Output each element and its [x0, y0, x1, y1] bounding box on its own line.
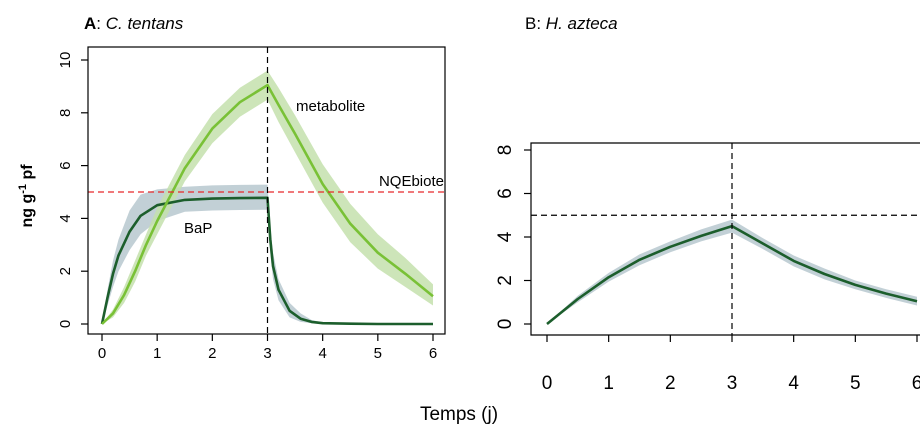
panel-b-bands	[547, 219, 917, 324]
panel-a-lines	[100, 83, 434, 326]
panel-b-ytick-label: 6	[495, 188, 516, 199]
panel-a-frame	[87, 46, 446, 335]
panel-a-xaxis: 0 1 2 3 4 5 6	[98, 334, 437, 362]
panel-b-ytick-label: 2	[495, 275, 516, 286]
panel-b-yaxis: 0 2 4 6 8	[495, 145, 531, 330]
panel-a-letter: A	[84, 14, 96, 33]
panel-a-xtick-label: 3	[263, 345, 271, 362]
panel-b-letter: B	[525, 14, 536, 33]
panel-a-xtick-label: 0	[98, 345, 106, 362]
panel-b-xtick-label: 5	[850, 373, 861, 394]
panel-a-sep: :	[96, 14, 105, 33]
metabolite-label: metabolite	[296, 98, 365, 115]
panel-b-band-0	[547, 219, 917, 324]
panel-b-xaxis: 0 1 2 3 4 5 6	[542, 335, 920, 394]
panel-a-ytick-label: 0	[57, 320, 74, 328]
panel-a-series-line-0	[100, 196, 433, 326]
panel-a-ytick-label: 4	[57, 214, 74, 222]
panel-a-ytick-label: 10	[57, 52, 74, 69]
panel-a-threshold-label: NQEbiote	[379, 173, 444, 190]
panel-b-xtick-label: 6	[912, 373, 920, 394]
panel-a-ytick-label: 8	[57, 109, 74, 117]
panel-a-xtick-label: 2	[208, 345, 216, 362]
panel-b-xtick-label: 0	[542, 373, 553, 394]
panel-b-title: B: H. azteca	[525, 14, 618, 33]
panel-b-sep: :	[536, 14, 545, 33]
panel-b-ytick-label: 4	[495, 231, 516, 242]
panel-a-ylabel: ng g-1 pf	[17, 164, 36, 228]
panel-b-ytick-label: 8	[495, 145, 516, 156]
panel-a-ytick-label: 6	[57, 161, 74, 169]
panel-a-xtick-label: 4	[318, 345, 326, 362]
panel-a-species: C. tentans	[106, 14, 184, 33]
panel-a-series-line-1	[101, 83, 434, 325]
bap-label: BaP	[184, 220, 212, 237]
panel-a-xtick-label: 1	[153, 345, 161, 362]
panel-b-xtick-label: 3	[727, 373, 738, 394]
panel-a-yaxis: 0 2 4 6 8 10	[57, 52, 88, 328]
panel-b-ytick-label: 0	[495, 319, 516, 330]
panel-a-ylabel-sup: -1	[17, 184, 29, 194]
x-axis-label: Temps (j)	[420, 404, 498, 425]
panel-a-ylabel-main: ng g	[19, 194, 36, 228]
panel-a-ylabel-unit: pf	[19, 164, 36, 184]
panel-a-ytick-label: 2	[57, 267, 74, 275]
panel-b-xtick-label: 1	[603, 373, 614, 394]
panel-a-xtick-label: 5	[374, 345, 382, 362]
panel-b-xtick-label: 2	[665, 373, 676, 394]
panel-a-title: A: C. tentans	[84, 14, 184, 33]
panel-b-frame	[530, 142, 920, 336]
panel-a-xtick-label: 6	[429, 345, 437, 362]
panel-b-species: H. azteca	[546, 14, 618, 33]
panel-b-xtick-label: 4	[788, 373, 799, 394]
